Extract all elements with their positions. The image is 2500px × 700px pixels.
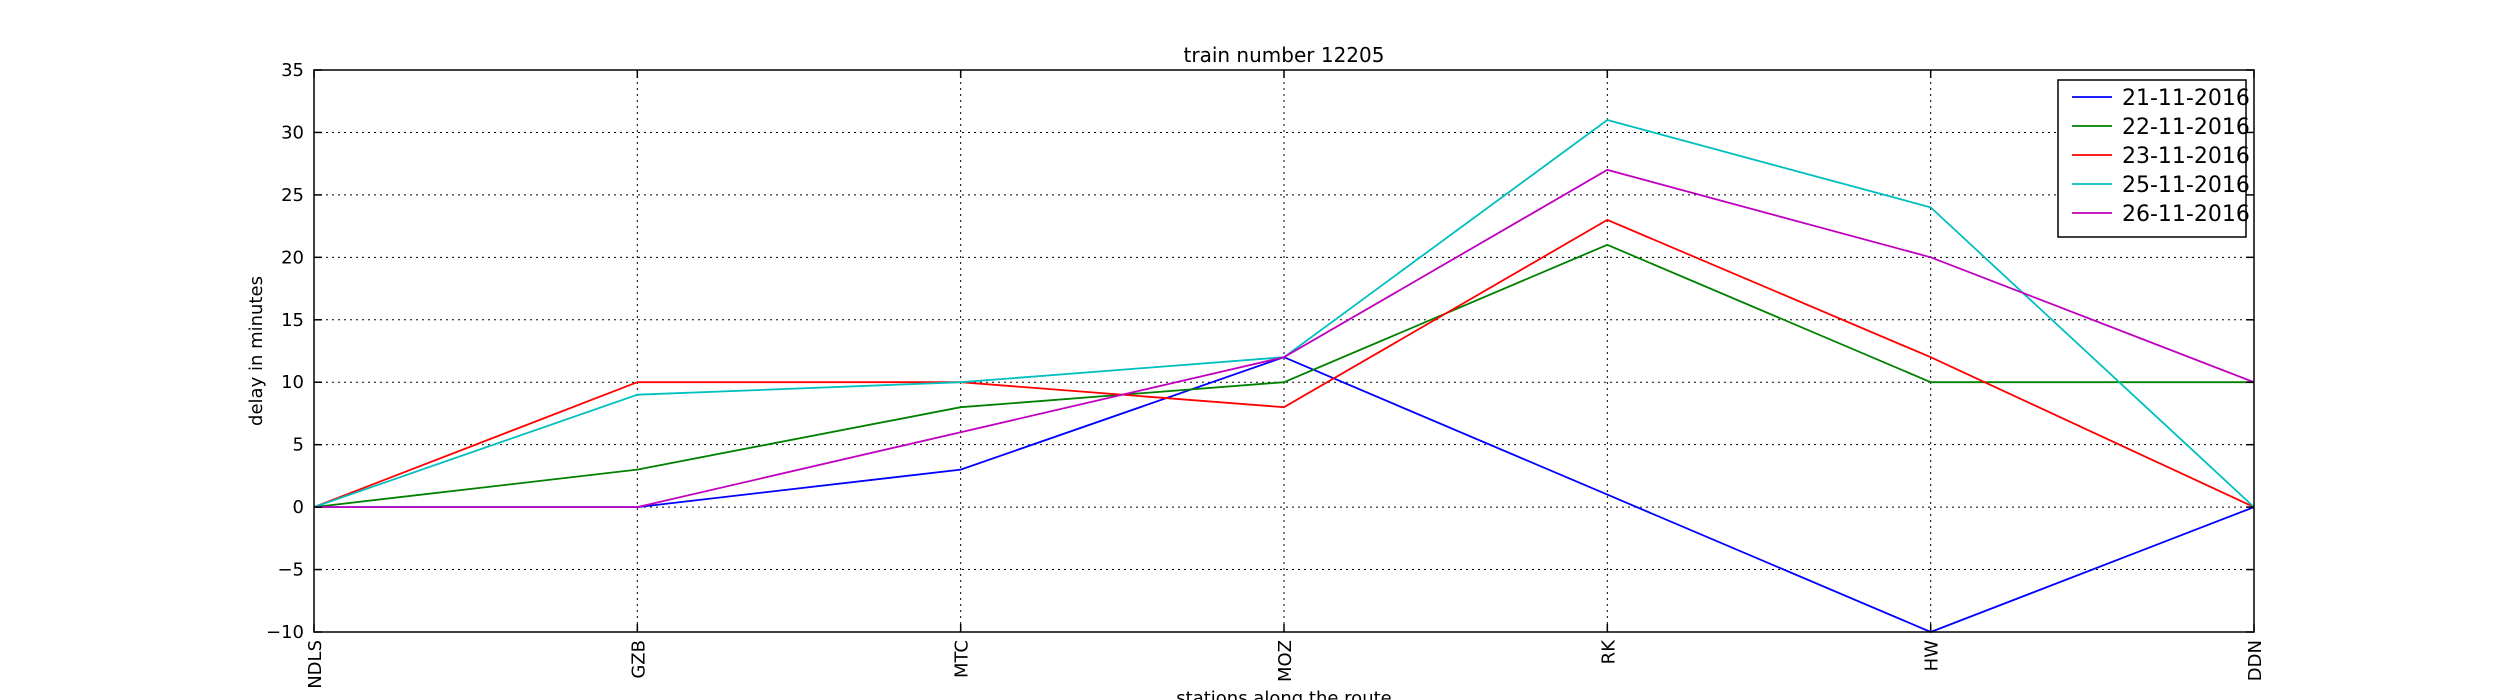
- y-tick-label: 35: [281, 60, 304, 81]
- x-axis-ticks: NDLS GZB MTC MOZ RK HW DDN: [305, 70, 2266, 689]
- legend-label: 25-11-2016: [2122, 173, 2250, 198]
- y-tick-label: 10: [281, 372, 304, 393]
- x-axis-label: stations along the route: [1176, 688, 1391, 700]
- y-tick-label: 20: [281, 247, 304, 268]
- legend-label: 22-11-2016: [2122, 115, 2250, 140]
- y-tick-label: 25: [281, 185, 304, 206]
- x-tick-label: NDLS: [305, 640, 326, 689]
- legend-label: 23-11-2016: [2122, 144, 2250, 169]
- grid: [314, 69, 2254, 633]
- series-line-23-11-2016: [313, 218, 2255, 508]
- series-line-22-11-2016: [313, 243, 2254, 508]
- legend-label: 21-11-2016: [2122, 86, 2250, 111]
- x-tick-label: MTC: [952, 640, 973, 678]
- y-tick-label: 30: [281, 122, 304, 143]
- y-tick-label: 0: [293, 497, 304, 518]
- y-tick-label: −5: [277, 560, 304, 581]
- x-tick-label: RK: [1598, 639, 1619, 665]
- y-tick-label: −10: [266, 622, 304, 643]
- series-line-21-11-2016: [314, 356, 2255, 633]
- x-tick-label: GZB: [628, 640, 649, 679]
- legend: 21-11-2016 22-11-2016 23-11-2016 25-11-2016…: [2057, 79, 2250, 238]
- y-axis-ticks: −10 −5 0 5 10 15 20 25 30 35: [266, 60, 2254, 643]
- y-axis-label: delay in minutes: [246, 276, 267, 426]
- y-tick-label: 5: [293, 435, 304, 456]
- legend-box: [2057, 79, 2247, 238]
- x-tick-label: MOZ: [1275, 640, 1296, 682]
- chart-title: train number 12205: [1184, 43, 1385, 67]
- series-line-26-11-2016: [314, 168, 2255, 509]
- y-tick-label: 15: [281, 310, 304, 331]
- x-tick-label: HW: [1922, 640, 1943, 672]
- x-tick-label: DDN: [2245, 640, 2266, 681]
- legend-label: 26-11-2016: [2122, 202, 2250, 227]
